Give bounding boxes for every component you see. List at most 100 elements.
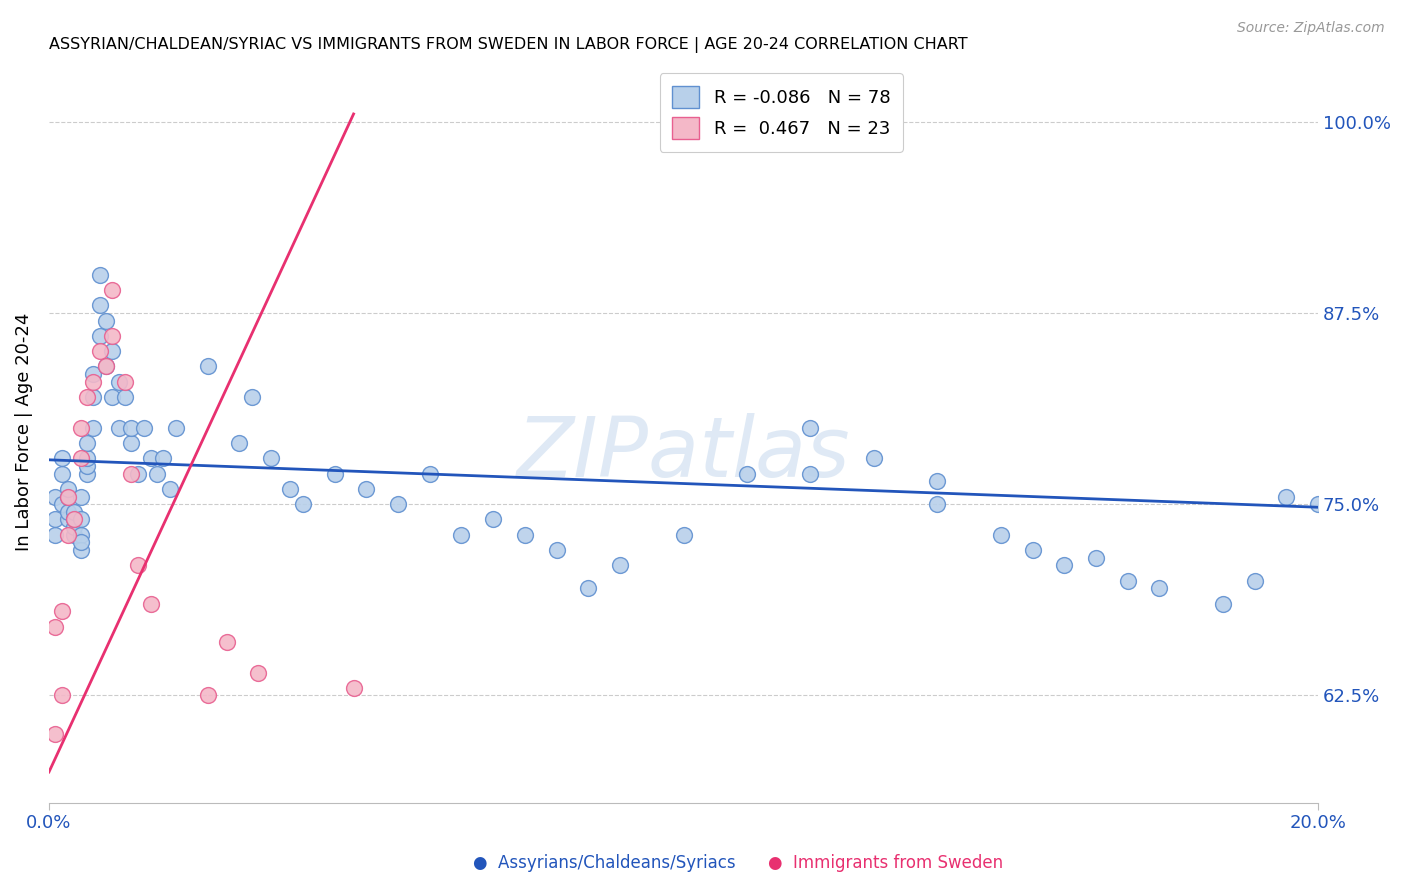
Point <box>51 604 73 618</box>
Point <box>82 420 104 434</box>
Point <box>278 482 301 496</box>
Point <box>387 497 409 511</box>
Point <box>56 490 79 504</box>
Point <box>197 359 219 374</box>
Point <box>159 482 181 496</box>
Point <box>56 490 79 504</box>
Point <box>1053 558 1076 573</box>
Point <box>139 451 162 466</box>
Point <box>56 505 79 519</box>
Text: ●  Assyrians/Chaldeans/Syriacs: ● Assyrians/Chaldeans/Syriacs <box>474 855 735 872</box>
Point <box>101 344 124 359</box>
Point <box>44 490 66 504</box>
Point <box>927 497 949 511</box>
Point <box>82 390 104 404</box>
Point <box>51 467 73 481</box>
Point <box>1149 582 1171 596</box>
Legend: R = -0.086   N = 78, R =  0.467   N = 23: R = -0.086 N = 78, R = 0.467 N = 23 <box>659 73 903 152</box>
Point <box>69 420 91 434</box>
Point <box>63 528 86 542</box>
Point <box>215 635 238 649</box>
Point <box>146 467 169 481</box>
Point <box>1085 550 1108 565</box>
Point <box>89 268 111 282</box>
Point <box>101 390 124 404</box>
Point <box>152 451 174 466</box>
Point <box>139 597 162 611</box>
Point <box>1275 490 1298 504</box>
Point <box>69 543 91 558</box>
Point <box>51 497 73 511</box>
Point <box>44 619 66 633</box>
Point <box>323 467 346 481</box>
Point <box>419 467 441 481</box>
Point <box>44 512 66 526</box>
Point <box>927 475 949 489</box>
Point <box>89 298 111 312</box>
Point <box>63 512 86 526</box>
Text: ●  Immigrants from Sweden: ● Immigrants from Sweden <box>768 855 1004 872</box>
Point <box>63 512 86 526</box>
Point <box>51 689 73 703</box>
Point <box>121 467 143 481</box>
Point <box>134 420 156 434</box>
Point <box>76 390 98 404</box>
Point <box>450 528 472 542</box>
Point <box>576 582 599 596</box>
Point <box>69 512 91 526</box>
Point <box>1243 574 1265 588</box>
Text: ZIPatlas: ZIPatlas <box>517 413 851 494</box>
Point <box>82 375 104 389</box>
Point <box>799 420 821 434</box>
Text: ASSYRIAN/CHALDEAN/SYRIAC VS IMMIGRANTS FROM SWEDEN IN LABOR FORCE | AGE 20-24 CO: ASSYRIAN/CHALDEAN/SYRIAC VS IMMIGRANTS F… <box>49 37 967 54</box>
Point <box>1116 574 1139 588</box>
Point <box>89 329 111 343</box>
Point <box>799 467 821 481</box>
Point <box>82 367 104 381</box>
Point <box>94 359 117 374</box>
Point <box>609 558 631 573</box>
Point <box>107 420 129 434</box>
Point <box>546 543 568 558</box>
Point <box>240 390 263 404</box>
Point <box>56 512 79 526</box>
Point <box>44 528 66 542</box>
Point <box>69 535 91 549</box>
Point <box>94 359 117 374</box>
Point <box>165 420 187 434</box>
Point <box>114 375 136 389</box>
Point <box>197 689 219 703</box>
Point <box>247 665 270 680</box>
Point <box>107 375 129 389</box>
Point <box>76 458 98 473</box>
Point <box>69 451 91 466</box>
Point <box>63 520 86 534</box>
Point <box>260 451 283 466</box>
Point <box>76 467 98 481</box>
Point <box>228 436 250 450</box>
Point <box>127 467 149 481</box>
Point <box>990 528 1012 542</box>
Point <box>69 490 91 504</box>
Point <box>56 528 79 542</box>
Point <box>94 313 117 327</box>
Point <box>44 727 66 741</box>
Point <box>356 482 378 496</box>
Point <box>735 467 758 481</box>
Point <box>1212 597 1234 611</box>
Point <box>672 528 695 542</box>
Point <box>342 681 364 695</box>
Point <box>863 451 886 466</box>
Point <box>76 451 98 466</box>
Text: Source: ZipAtlas.com: Source: ZipAtlas.com <box>1237 21 1385 35</box>
Point <box>76 436 98 450</box>
Point <box>101 283 124 297</box>
Point <box>1308 497 1330 511</box>
Point <box>51 451 73 466</box>
Point <box>291 497 314 511</box>
Point <box>101 329 124 343</box>
Point <box>121 420 143 434</box>
Point <box>69 528 91 542</box>
Point <box>89 344 111 359</box>
Y-axis label: In Labor Force | Age 20-24: In Labor Force | Age 20-24 <box>15 312 32 550</box>
